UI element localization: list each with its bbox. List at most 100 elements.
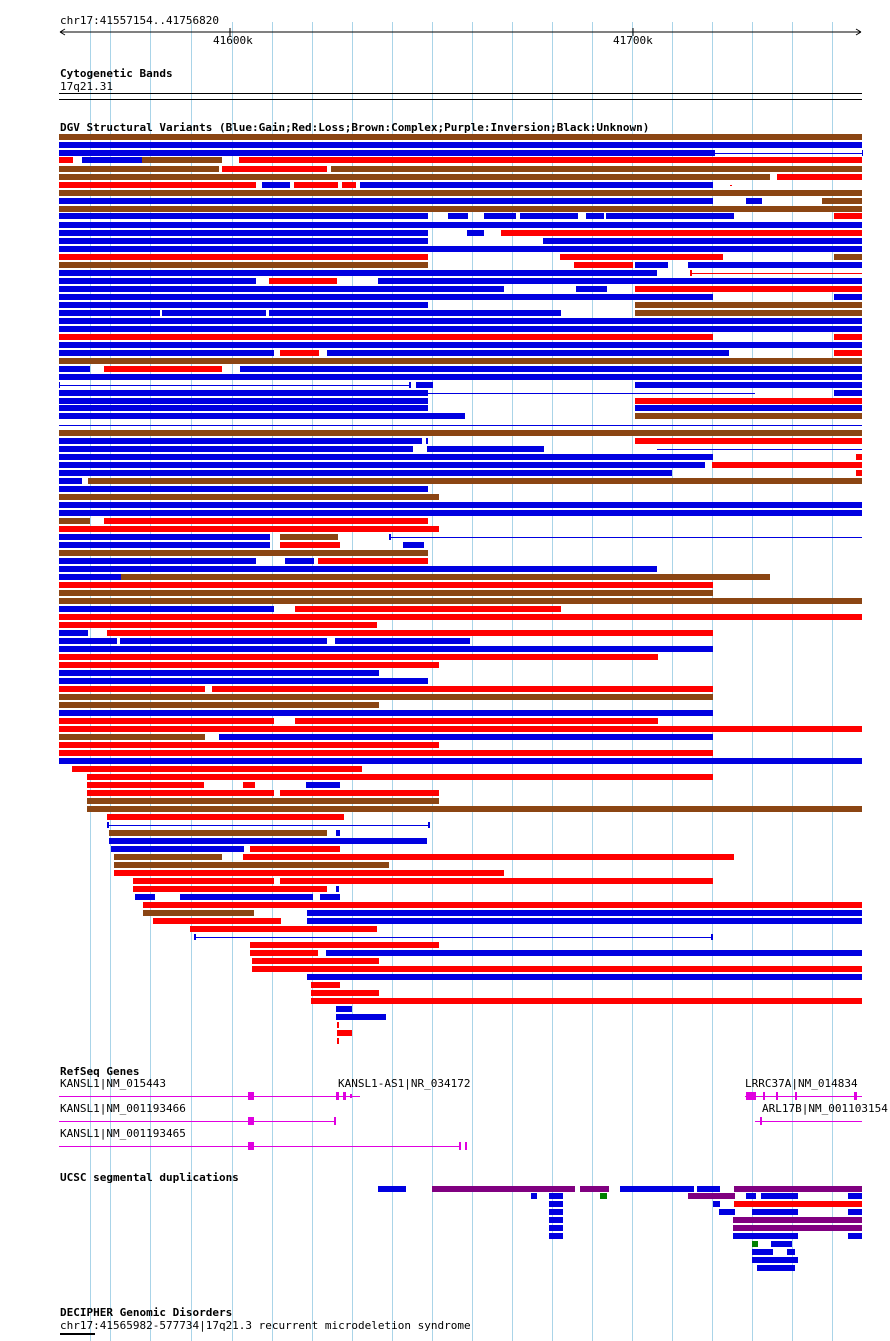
dgv-variant bbox=[688, 262, 862, 268]
dgv-variant bbox=[635, 286, 862, 292]
dgv-variant bbox=[560, 254, 723, 260]
dgv-variant bbox=[59, 734, 205, 740]
ruler-tick-label: 41700k bbox=[613, 34, 653, 47]
dgv-variant bbox=[331, 166, 862, 172]
dgv-variant bbox=[194, 934, 196, 940]
segdup-block bbox=[549, 1201, 563, 1207]
dgv-variant bbox=[520, 213, 578, 219]
dgv-variant bbox=[501, 230, 862, 236]
dgv-variant bbox=[280, 542, 340, 548]
dgv-variant bbox=[252, 966, 862, 972]
dgv-variant bbox=[337, 1022, 339, 1028]
dgv-variant bbox=[59, 670, 379, 676]
segdup-block bbox=[549, 1193, 563, 1199]
dgv-variant bbox=[87, 798, 439, 804]
dgv-variant bbox=[295, 718, 658, 724]
dgv-variant bbox=[59, 646, 713, 652]
dgv-variant bbox=[87, 806, 862, 812]
dgv-variant bbox=[114, 862, 389, 868]
dgv-variant bbox=[59, 413, 465, 419]
gene-exon bbox=[248, 1142, 254, 1150]
dgv-variant bbox=[635, 438, 862, 444]
dgv-variant bbox=[59, 510, 862, 516]
dgv-variant bbox=[133, 878, 274, 884]
dgv-variant bbox=[635, 262, 668, 268]
dgv-variant bbox=[82, 157, 142, 163]
ruler-left-arrow bbox=[59, 28, 66, 36]
gene-label-kansl1-as1[interactable]: KANSL1-AS1|NR_034172 bbox=[338, 1077, 471, 1090]
gene-label-arl17b[interactable]: ARL17B|NM_001103154 bbox=[762, 1102, 888, 1115]
dgv-variant bbox=[162, 310, 266, 316]
gene-label-lrrc37a[interactable]: LRRC37A|NM_014834 bbox=[745, 1077, 858, 1090]
dgv-variant bbox=[690, 270, 692, 276]
dgv-variant bbox=[59, 750, 713, 756]
dgv-variant bbox=[635, 398, 862, 404]
dgv-variant bbox=[114, 854, 222, 860]
segdup-block bbox=[752, 1249, 773, 1255]
dgv-variant bbox=[250, 950, 318, 956]
segdup-block bbox=[549, 1209, 563, 1215]
dgv-variant bbox=[59, 190, 862, 196]
region-label: chr17:41557154..41756820 bbox=[60, 14, 219, 27]
gene-exon bbox=[334, 1117, 336, 1125]
dgv-variant bbox=[307, 910, 862, 916]
dgv-variant bbox=[280, 350, 319, 356]
dgv-variant bbox=[239, 157, 862, 163]
cytoband-bar[interactable] bbox=[59, 93, 862, 100]
dgv-variant bbox=[59, 590, 713, 596]
dgv-variant bbox=[59, 430, 862, 436]
dgv-variant bbox=[143, 910, 254, 916]
segdup-block bbox=[752, 1209, 798, 1215]
dgv-variant bbox=[212, 686, 713, 692]
dgv-variant bbox=[59, 302, 428, 308]
dgv-variant bbox=[409, 382, 411, 388]
dgv-variant bbox=[311, 998, 862, 1004]
dgv-variant bbox=[335, 638, 470, 644]
decipher-item-label[interactable]: chr17:41565982-577734|17q21.3 recurrent … bbox=[60, 1319, 471, 1332]
gene-exon bbox=[854, 1092, 857, 1100]
dgv-variant bbox=[245, 694, 713, 700]
segdup-block bbox=[733, 1233, 798, 1239]
dgv-variant bbox=[142, 157, 222, 163]
dgv-variant bbox=[59, 142, 862, 148]
dgv-variant bbox=[280, 790, 439, 796]
dgv-variant bbox=[307, 918, 862, 924]
segdup-block bbox=[697, 1186, 720, 1192]
dgv-variant bbox=[285, 558, 314, 564]
dgv-variant bbox=[59, 694, 245, 700]
segdup-block bbox=[752, 1257, 798, 1263]
dgv-variant bbox=[336, 886, 339, 892]
dgv-variant bbox=[59, 350, 274, 356]
ruler-tick-label: 41600k bbox=[213, 34, 253, 47]
dgv-variant bbox=[250, 846, 340, 852]
dgv-variant bbox=[712, 462, 862, 468]
segdup-block bbox=[734, 1186, 862, 1192]
dgv-variant bbox=[311, 982, 340, 988]
ruler[interactable] bbox=[58, 26, 864, 42]
gene-label-kansl1-nm001193466[interactable]: KANSL1|NM_001193466 bbox=[60, 1102, 186, 1115]
gene-exon bbox=[776, 1092, 778, 1100]
dgv-variant bbox=[59, 405, 428, 411]
dgv-variant bbox=[427, 446, 544, 452]
dgv-variant bbox=[240, 366, 862, 372]
dgv-variant bbox=[59, 558, 256, 564]
dgv-variant bbox=[59, 526, 439, 532]
dgv-variant bbox=[59, 166, 219, 172]
gene-label-kansl1-nm015443[interactable]: KANSL1|NM_015443 bbox=[60, 1077, 166, 1090]
dgv-variant bbox=[280, 878, 713, 884]
dgv-variant bbox=[190, 926, 377, 932]
dgv-variant bbox=[59, 374, 862, 380]
dgv-variant bbox=[403, 542, 424, 548]
dgv-variant bbox=[576, 286, 607, 292]
dgv-variant bbox=[59, 550, 428, 556]
dgv-variant bbox=[342, 182, 356, 188]
dgv-variant bbox=[262, 182, 290, 188]
dgv-variant bbox=[104, 518, 428, 524]
dgv-variant bbox=[822, 198, 862, 204]
dgv-variant bbox=[59, 678, 428, 684]
decipher-item-bar[interactable] bbox=[60, 1333, 95, 1335]
dgv-variant bbox=[318, 558, 428, 564]
dgv-variant bbox=[467, 230, 484, 236]
gene-label-kansl1-nm001193465[interactable]: KANSL1|NM_001193465 bbox=[60, 1127, 186, 1140]
